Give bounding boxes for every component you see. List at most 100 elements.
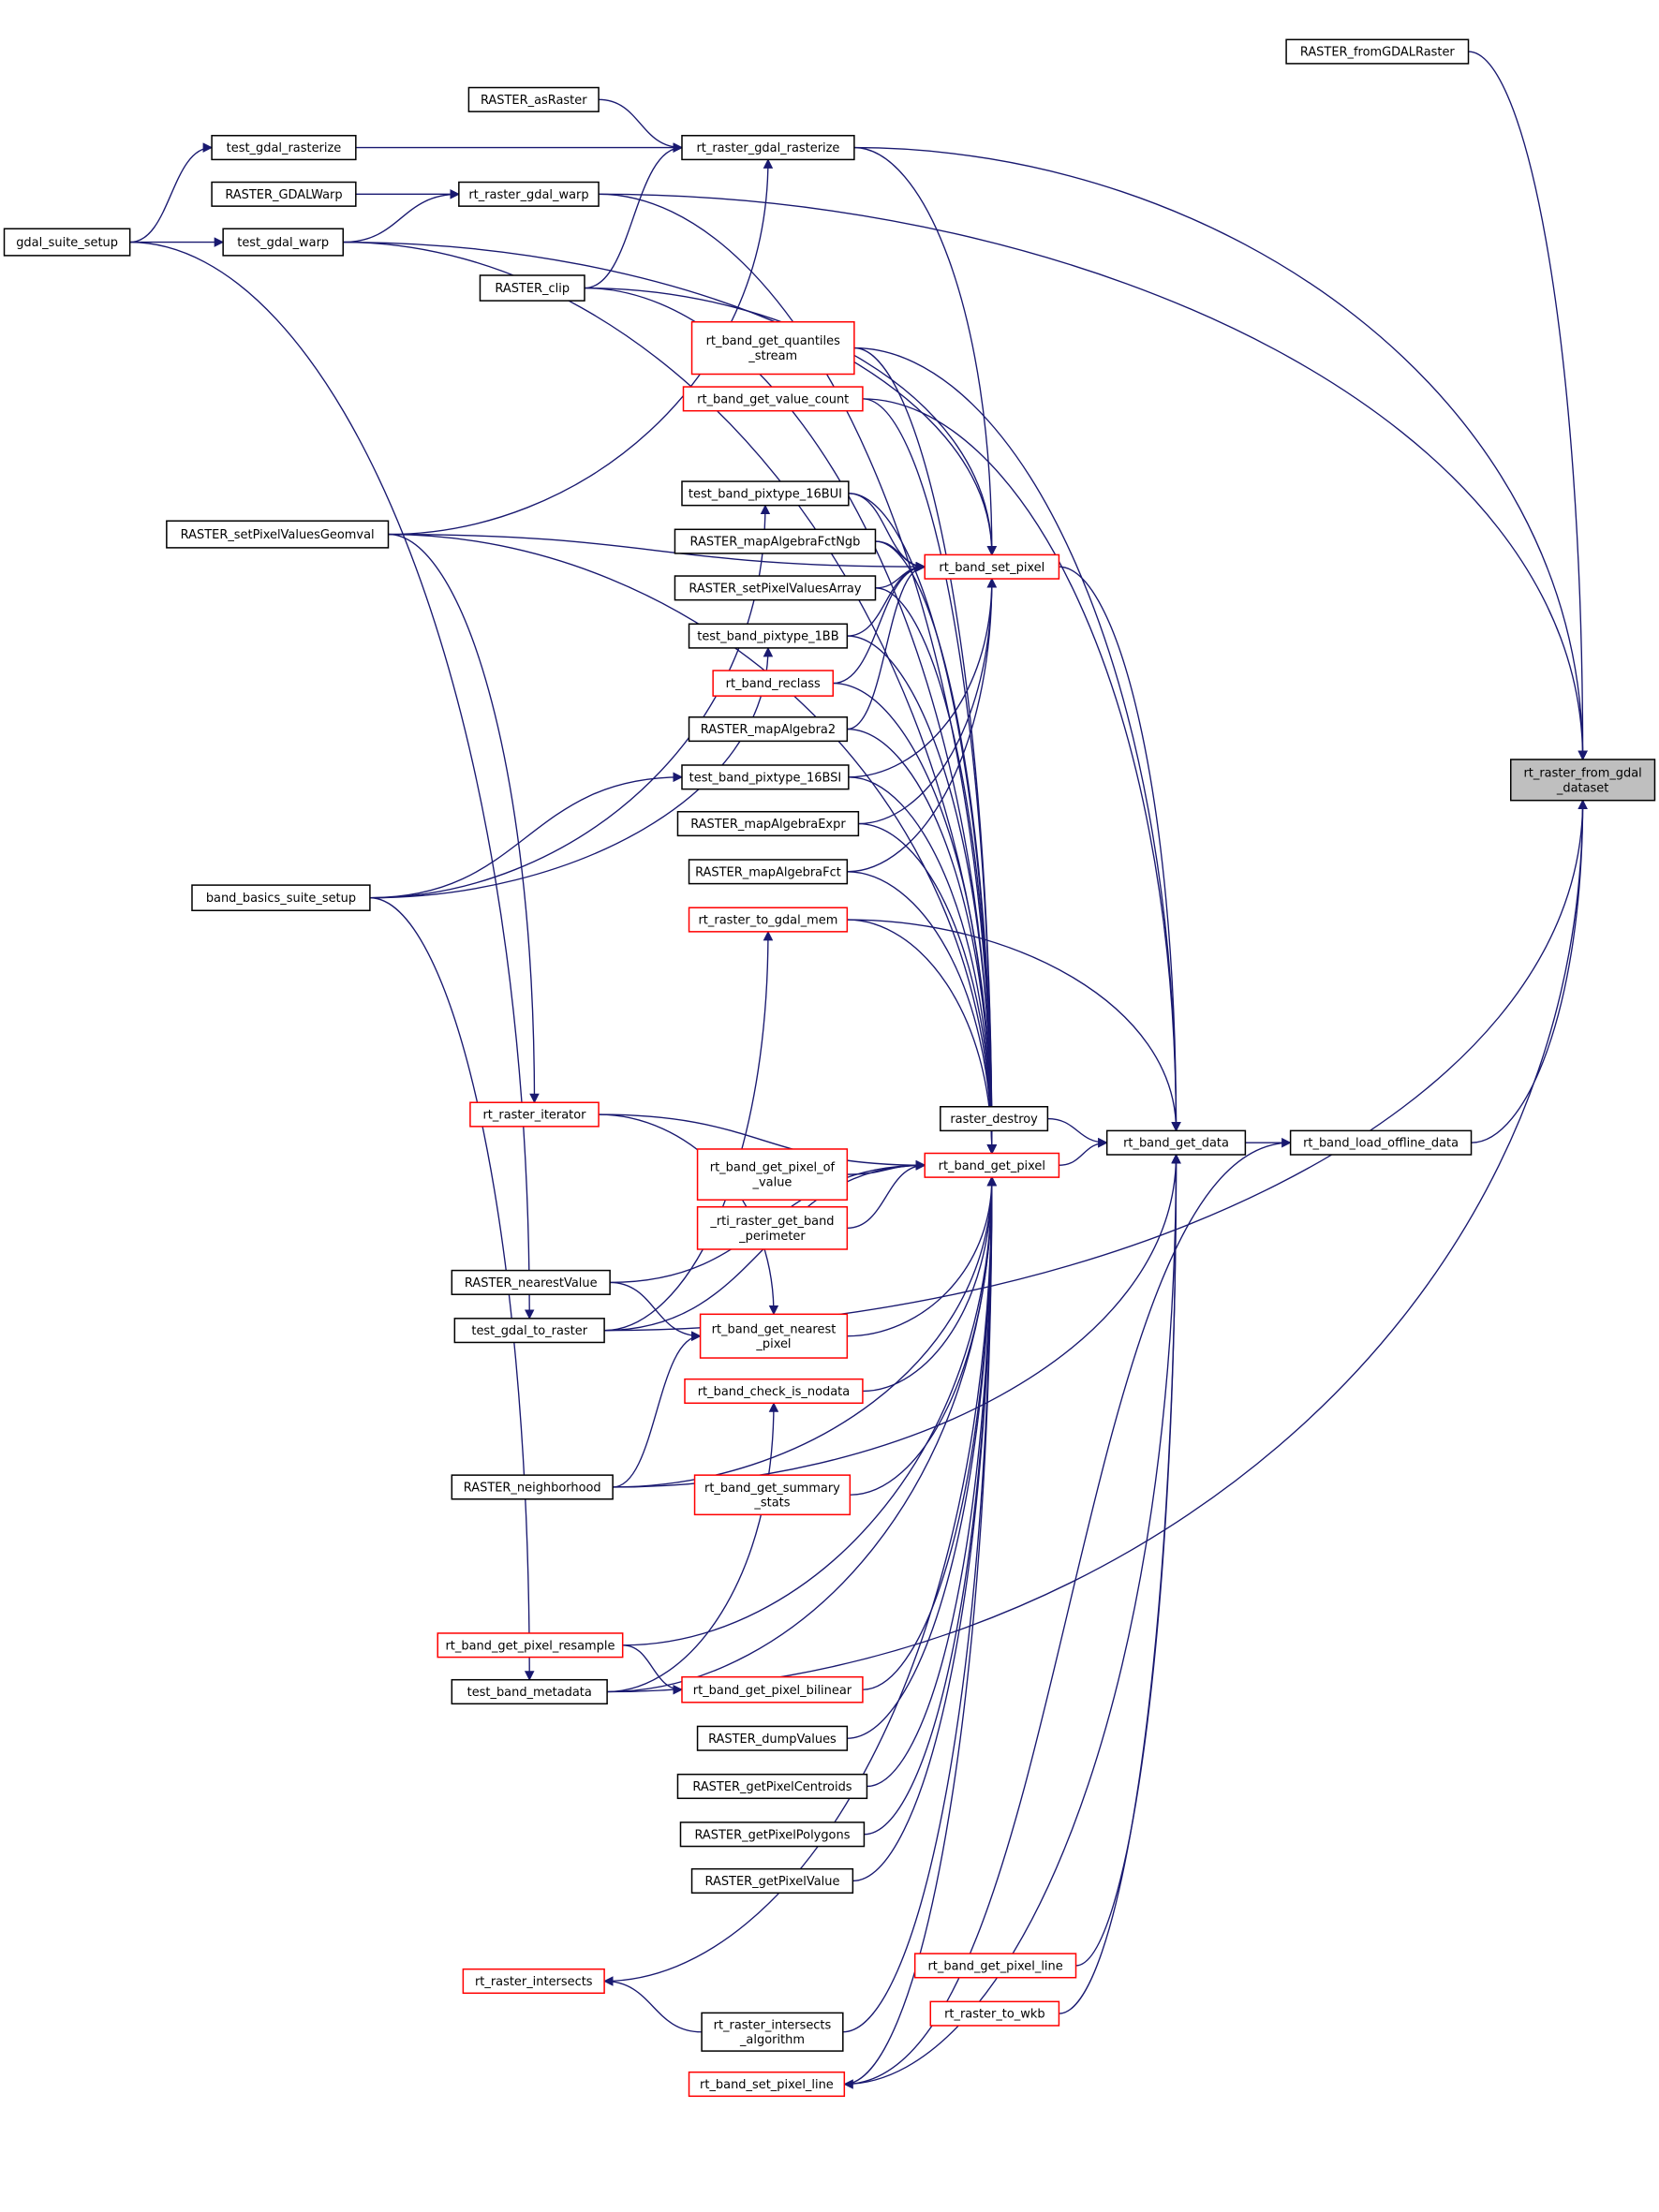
node-box (924, 553, 1060, 580)
node-label: _stats (753, 1497, 790, 1511)
node-test-gdal-to-raster[interactable]: test_gdal_to_raster (453, 1318, 605, 1344)
node-label: rt_band_load_offline_data (1303, 1137, 1459, 1151)
node-test-gdal-warp[interactable]: test_gdal_warp (222, 228, 345, 257)
node-raster-neighborhood[interactable]: RASTER_neighborhood (451, 1474, 614, 1500)
node-label: raster_destroy (950, 1113, 1038, 1127)
node-raster-destroy[interactable]: raster_destroy (940, 1106, 1049, 1132)
node-raster-get-pixel-polygons[interactable]: RASTER_getPixelPolygons (679, 1821, 866, 1848)
node-rt-band-set-pixel-line[interactable]: rt_band_set_pixel_line (688, 2071, 846, 2098)
node-rt-band-set-pixel[interactable]: rt_band_set_pixel (924, 553, 1060, 580)
edge-gdal-suite-setup-to-test-gdal-to-raster (129, 241, 535, 1320)
node-box (701, 2012, 844, 2052)
node-box (681, 135, 855, 161)
edge-rt-band-get-value-count-to-rt-band-get-data (862, 398, 1181, 1132)
edge-rt-raster-intersects-to-rt-band-get-pixel (604, 1176, 998, 1983)
node-rt-band-load-offline-data[interactable]: rt_band_load_offline_data (1289, 1129, 1473, 1156)
node-test-gdal-rasterize[interactable]: test_gdal_rasterize (211, 135, 357, 161)
node-label: rt_raster_from_gdal (1523, 766, 1641, 780)
node-label: rt_band_get_pixel_line (927, 1959, 1062, 1973)
node-label: rt_band_get_quantiles (706, 334, 841, 348)
node-label: gdal_suite_setup (16, 236, 118, 250)
node-raster-get-pixel-value[interactable]: RASTER_getPixelValue (690, 1867, 854, 1895)
node-label: _rti_raster_get_band (709, 1215, 834, 1229)
edge-raster-map-algebra-fct-ngb-to-rt-band-get-pixel (875, 540, 998, 1155)
edge-test-gdal-warp-to-rt-band-get-pixel (343, 241, 998, 1155)
node-box (222, 228, 345, 257)
node-band-basics-suite-setup[interactable]: band_basics_suite_setup (191, 884, 371, 912)
node-box (467, 86, 600, 112)
node-rt-raster-gdal-rasterize[interactable]: rt_raster_gdal_rasterize (681, 135, 855, 161)
edge-raster-map-algebra-expr-to-rt-band-get-pixel (858, 822, 998, 1155)
edge-rt-raster-intersects-algorithm-to-rt-band-get-pixel (842, 1176, 998, 2033)
edge-raster-set-pixel-values-geomval-to-rt-raster-iterator (388, 533, 540, 1104)
node-box (451, 1269, 611, 1295)
node-raster-get-pixel-centroids[interactable]: RASTER_getPixelCentroids (676, 1773, 868, 1800)
edge-test-gdal-warp-to-rt-band-set-pixel (343, 241, 998, 556)
node-rt-band-get-pixel-bilinear[interactable]: rt_band_get_pixel_bilinear (681, 1675, 864, 1703)
node-raster-set-pixel-values-geomval[interactable]: RASTER_setPixelValuesGeomval (166, 520, 390, 549)
node-rt-band-get-value-count[interactable]: rt_band_get_value_count (682, 386, 864, 412)
node-box (676, 810, 860, 837)
node-rt-band-get-pixel-of-value[interactable]: rt_band_get_pixel_of_value (696, 1148, 849, 1201)
edge-rt-raster-gdal-rasterize-to-rt-raster-from-gdal-dataset (853, 146, 1588, 761)
node-rt-raster-intersects-algorithm[interactable]: rt_raster_intersects_algorithm (701, 2012, 844, 2052)
node-raster-from-gdalraster[interactable]: RASTER_fromGDALRaster (1285, 38, 1470, 65)
edge-rt-band-get-pixel-resample-to-rt-band-get-pixel-bilinear (622, 1644, 684, 1695)
node-label: RASTER_getPixelPolygons (694, 1828, 850, 1842)
node-label: rt_band_get_pixel_resample (445, 1639, 615, 1653)
node-test-band-pixtype-16-bui[interactable]: test_band_pixtype_16BUI (681, 480, 850, 507)
node-label: RASTER_neighborhood (464, 1481, 601, 1495)
node-raster-dump-values[interactable]: RASTER_dumpValues (696, 1725, 849, 1751)
node-raster-map-algebra-fct[interactable]: RASTER_mapAlgebraFct (688, 859, 849, 885)
node-box (681, 1675, 864, 1703)
node-rt-band-get-summary-stats[interactable]: rt_band_get_summary_stats (693, 1474, 852, 1516)
edge-test-band-pixtype-16-bsi-to-rt-band-get-pixel (848, 776, 998, 1155)
node-box (462, 1968, 605, 1995)
node-rt-band-get-pixel[interactable]: rt_band_get_pixel (924, 1152, 1060, 1178)
node-raster-map-algebra-expr[interactable]: RASTER_mapAlgebraExpr (676, 810, 860, 837)
node-box (1289, 1129, 1473, 1156)
node-rt-raster-to-wkb[interactable]: rt_raster_to_wkb (929, 2000, 1060, 2027)
node-box (688, 623, 849, 649)
node-rt-raster-gdal-warp[interactable]: rt_raster_gdal_warp (458, 181, 600, 207)
node-box (688, 2071, 846, 2098)
node-rt-raster-iterator[interactable]: rt_raster_iterator (469, 1101, 600, 1128)
node-rt-band-get-pixel-resample[interactable]: rt_band_get_pixel_resample (437, 1632, 624, 1659)
node-raster-clip[interactable]: RASTER_clip (479, 274, 585, 302)
node-rt-raster-intersects[interactable]: rt_raster_intersects (462, 1968, 605, 1995)
node-rt-raster-to-gdal-mem[interactable]: rt_raster_to_gdal_mem (688, 907, 849, 933)
edge-raster-map-algebra-fct-to-rt-band-get-pixel (847, 871, 998, 1155)
node-box (1509, 759, 1656, 802)
node-test-band-pixtype-1-bb[interactable]: test_band_pixtype_1BB (688, 623, 849, 649)
node-box (1285, 38, 1470, 65)
node-rt-band-check-is-nodata[interactable]: rt_band_check_is_nodata (684, 1378, 864, 1405)
node-raster-set-pixel-values-array[interactable]: RASTER_setPixelValuesArray (674, 575, 877, 601)
node-label: rt_raster_intersects (714, 2018, 832, 2032)
node-raster-gdalwarp[interactable]: RASTER_GDALWarp (211, 181, 357, 207)
node-box (469, 1101, 600, 1128)
node-gdal-suite-setup[interactable]: gdal_suite_setup (3, 228, 131, 257)
node-label: rt_band_get_pixel (939, 1159, 1045, 1173)
node-box (940, 1106, 1049, 1132)
node-rt-band-get-quantiles-stream[interactable]: rt_band_get_quantiles_stream (690, 320, 855, 376)
node-test-band-pixtype-16-bsi[interactable]: test_band_pixtype_16BSI (681, 764, 850, 790)
node-raster-map-algebra-fct-ngb[interactable]: RASTER_mapAlgebraFctNgb (674, 528, 877, 554)
edge-raster-set-pixel-values-geomval-to-rt-band-get-pixel (388, 533, 998, 1155)
node-rt-band-get-nearest-pixel[interactable]: rt_band_get_nearest_pixel (699, 1313, 849, 1359)
node-label: test_band_metadata (467, 1686, 592, 1700)
node-raster-as-raster[interactable]: RASTER_asRaster (467, 86, 600, 112)
edge-rt-raster-gdal-warp-to-rt-band-get-pixel (599, 193, 998, 1155)
node-label: RASTER_mapAlgebraFctNgb (690, 536, 861, 550)
node-rt-band-get-pixel-line[interactable]: rt_band_get_pixel_line (913, 1953, 1077, 1979)
edge-rt-band-check-is-nodata-to-rt-band-get-pixel (862, 1176, 998, 1393)
node-raster-nearest-value[interactable]: RASTER_nearestValue (451, 1269, 611, 1295)
node-test-band-metadata[interactable]: test_band_metadata (451, 1678, 608, 1705)
node-rt-band-reclass[interactable]: rt_band_reclass (712, 670, 835, 697)
node-label: RASTER_mapAlgebraExpr (690, 818, 846, 832)
node-raster-map-algebra2[interactable]: RASTER_mapAlgebra2 (688, 716, 849, 743)
edge-rt-band-set-pixel-line-to-rt-band-get-data (844, 1153, 1181, 2086)
edge-raster-neighborhood-to-rt-band-get-pixel (613, 1176, 998, 1488)
node-rti-raster-get-band-perimeter[interactable]: _rti_raster_get_band_perimeter (696, 1206, 849, 1250)
node-rt-band-get-data[interactable]: rt_band_get_data (1105, 1129, 1247, 1156)
node-box (679, 1821, 866, 1848)
